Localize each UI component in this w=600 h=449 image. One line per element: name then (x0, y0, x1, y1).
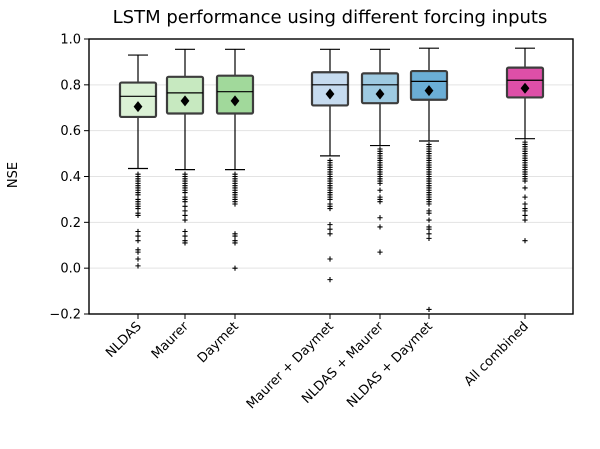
plot-frame (88, 38, 574, 315)
outlier-point (377, 215, 383, 221)
x-tick-label: Maurer (149, 319, 192, 362)
outlier-point (182, 233, 188, 239)
outlier-point (232, 233, 238, 239)
mean-marker (375, 88, 385, 100)
y-tick-label: 0.6 (60, 124, 81, 139)
box-rect (215, 74, 255, 115)
outlier-point (135, 233, 141, 239)
outlier-point (522, 201, 528, 207)
outlier-point (232, 265, 238, 271)
outlier-point (327, 205, 333, 212)
chart-title: LSTM performance using different forcing… (113, 7, 548, 28)
y-tick-label: 1.0 (60, 33, 81, 48)
x-tick-label: NLDAS + Daymet (344, 319, 436, 411)
outlier-point (182, 217, 188, 223)
outlier-point (182, 199, 188, 205)
box-group (165, 48, 205, 246)
box-group (360, 48, 400, 255)
y-axis-label: NSE (6, 162, 21, 188)
outlier-point (377, 249, 383, 255)
outlier-point (327, 277, 333, 283)
x-tick-label: NLDAS (103, 319, 145, 361)
outlier-point (135, 238, 141, 244)
outlier-point (522, 217, 528, 223)
outlier-point (522, 194, 528, 200)
box-group (505, 47, 545, 244)
box-rect (505, 66, 545, 99)
outlier-point (182, 240, 188, 246)
outlier-point (426, 217, 432, 223)
box-group (215, 48, 255, 271)
mean-marker (424, 85, 434, 97)
mean-marker (133, 101, 143, 113)
outlier-point (182, 203, 188, 209)
outlier-point (426, 231, 432, 237)
x-tick-label: All combined (462, 319, 532, 389)
outlier-point (135, 256, 141, 262)
outlier-point (135, 212, 141, 219)
outlier-point (377, 199, 383, 205)
y-tick-label: 0.2 (60, 216, 81, 231)
outlier-point (182, 189, 188, 196)
outlier-point (327, 196, 333, 203)
outlier-point (327, 222, 333, 228)
outlier-point (377, 187, 383, 193)
box-group (409, 47, 449, 313)
outlier-point (426, 235, 432, 241)
x-tick-label: Maurer + Daymet (244, 319, 337, 412)
outlier-point (426, 210, 432, 216)
outlier-point (182, 212, 188, 219)
y-tick-label: 0.0 (60, 262, 81, 277)
outlier-point (327, 231, 333, 237)
outlier-point (377, 224, 383, 230)
outlier-point (135, 249, 141, 255)
box-group (118, 54, 158, 269)
mean-marker (230, 95, 240, 107)
outlier-point (426, 226, 432, 232)
outlier-point (327, 256, 333, 262)
y-tick-label: 0.4 (60, 170, 81, 185)
box-rect (360, 72, 400, 105)
outlier-point (377, 180, 383, 186)
outlier-point (522, 212, 528, 219)
outlier-point (135, 192, 141, 198)
outlier-point (135, 263, 141, 269)
outlier-point (522, 208, 528, 214)
box-series (118, 47, 545, 313)
outlier-point (327, 226, 333, 232)
outlier-point (182, 208, 188, 214)
mean-marker (325, 88, 335, 100)
outlier-point (522, 178, 528, 184)
outlier-point (522, 238, 528, 244)
outlier-point (135, 205, 141, 212)
outlier-point (182, 228, 188, 235)
mean-marker (520, 82, 530, 94)
x-tick-label: Daymet (195, 319, 242, 366)
outlier-point (522, 185, 528, 191)
y-tick-label: 0.8 (60, 78, 81, 93)
box-rect (118, 81, 158, 119)
outlier-point (232, 240, 238, 246)
y-tick-label: −0.2 (49, 308, 81, 323)
outlier-point (135, 228, 141, 235)
outlier-point (426, 306, 432, 313)
box-group (310, 48, 350, 283)
box-rect (165, 75, 205, 115)
outlier-point (232, 201, 238, 207)
outlier-point (426, 201, 432, 207)
mean-marker (180, 95, 190, 107)
